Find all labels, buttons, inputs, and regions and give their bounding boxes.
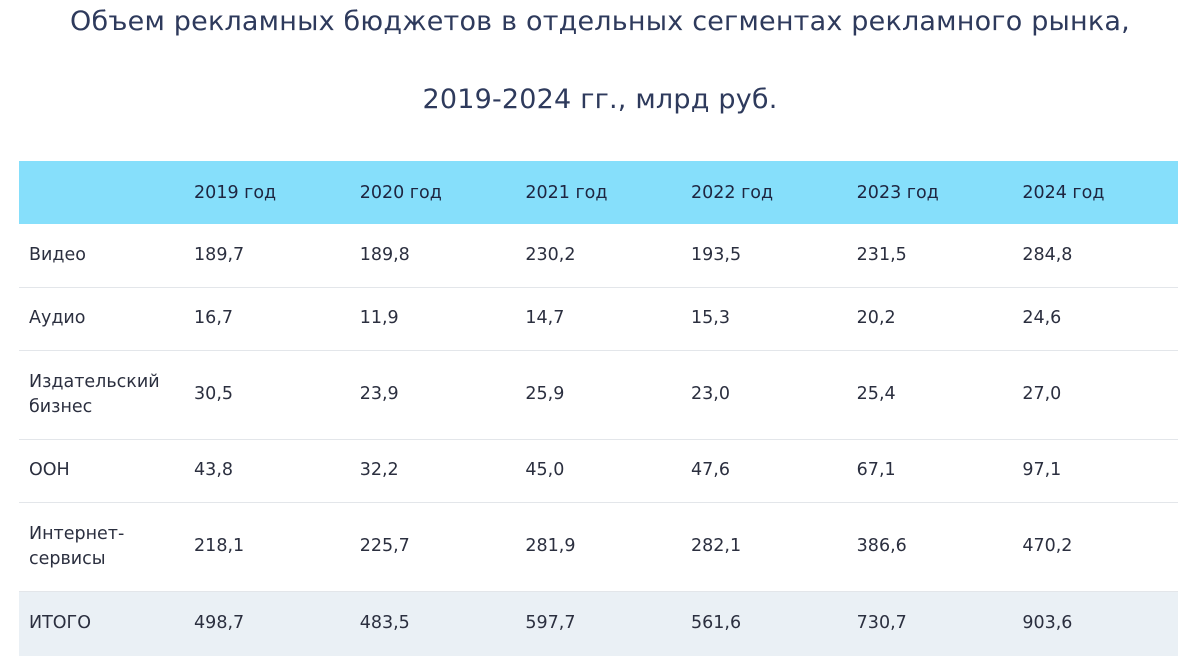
table-cell: 386,6 (846, 502, 1013, 592)
page-title-line-1: Объем рекламных бюджетов в отдельных сег… (70, 6, 1130, 37)
header-cell-2019: 2019 год (194, 182, 277, 203)
table-cell: 11,9 (349, 287, 516, 351)
table-cell: 561,6 (691, 613, 742, 634)
table-cell: 16,7 (184, 287, 350, 351)
row-label: Интернет-сервисы (19, 502, 185, 592)
row-label: ООН (19, 439, 185, 503)
table-cell: 189,7 (184, 224, 350, 288)
table-cell: 189,8 (349, 224, 516, 288)
header-cell-2023: 2023 год (856, 182, 939, 203)
table-cell: 218,1 (184, 502, 350, 592)
table-cell: 230,2 (515, 224, 682, 288)
header-cell-2021: 2021 год (525, 182, 608, 203)
row-label: Издательский бизнес (19, 350, 185, 440)
table-cell: 67,1 (846, 439, 1013, 503)
table-cell: 498,7 (194, 613, 245, 634)
table-cell: 30,5 (184, 350, 350, 440)
table-cell: 281,9 (515, 502, 682, 592)
table-row-internet: Интернет-сервисы 218,1 225,7 281,9 282,1… (19, 502, 1178, 592)
table-row-total: ИТОГО 498,7 483,5 597,7 561,6 730,7 903,… (19, 591, 1178, 656)
header-cell-2020: 2020 год (359, 182, 442, 203)
table-cell: 284,8 (1012, 224, 1178, 288)
table-row-audio: Аудио 16,7 11,9 14,7 15,3 20,2 24,6 (19, 287, 1178, 351)
table-cell: 25,4 (846, 350, 1013, 440)
row-label: Аудио (19, 287, 185, 351)
table-cell: 903,6 (1022, 613, 1073, 634)
table-cell: 47,6 (681, 439, 847, 503)
table-cell: 193,5 (681, 224, 847, 288)
table-cell: 470,2 (1012, 502, 1178, 592)
table-cell: 282,1 (681, 502, 847, 592)
table-header-row: 2019 год 2020 год 2021 год 2022 год 2023… (19, 161, 1178, 224)
table-cell: 45,0 (515, 439, 682, 503)
table-cell: 15,3 (681, 287, 847, 351)
table-cell: 483,5 (359, 613, 410, 634)
table-cell: 225,7 (349, 502, 516, 592)
header-cell-2024: 2024 год (1022, 182, 1105, 203)
table-cell: 231,5 (846, 224, 1013, 288)
table-cell: 20,2 (846, 287, 1013, 351)
table-cell: 43,8 (184, 439, 350, 503)
table-cell: 23,0 (681, 350, 847, 440)
ad-budget-table: 2019 год 2020 год 2021 год 2022 год 2023… (19, 161, 1178, 656)
row-label: Видео (19, 224, 185, 288)
table-row-ooh: ООН 43,8 32,2 45,0 47,6 67,1 97,1 (19, 439, 1178, 503)
table-cell: 14,7 (515, 287, 682, 351)
table-cell: 97,1 (1012, 439, 1178, 503)
table-cell: 730,7 (856, 613, 907, 634)
table-cell: 32,2 (349, 439, 516, 503)
table-row-video: Видео 189,7 189,8 230,2 193,5 231,5 284,… (19, 224, 1178, 288)
header-cell-2022: 2022 год (691, 182, 774, 203)
table-cell: 24,6 (1012, 287, 1178, 351)
table-cell: 23,9 (349, 350, 516, 440)
header-cell-segment (19, 161, 184, 224)
row-label: ИТОГО (29, 613, 92, 634)
page-title-line-2: 2019-2024 гг., млрд руб. (422, 84, 778, 115)
table-cell: 25,9 (515, 350, 682, 440)
table-row-publishing: Издательский бизнес 30,5 23,9 25,9 23,0 … (19, 350, 1178, 440)
table-cell: 597,7 (525, 613, 576, 634)
table-cell: 27,0 (1012, 350, 1178, 440)
